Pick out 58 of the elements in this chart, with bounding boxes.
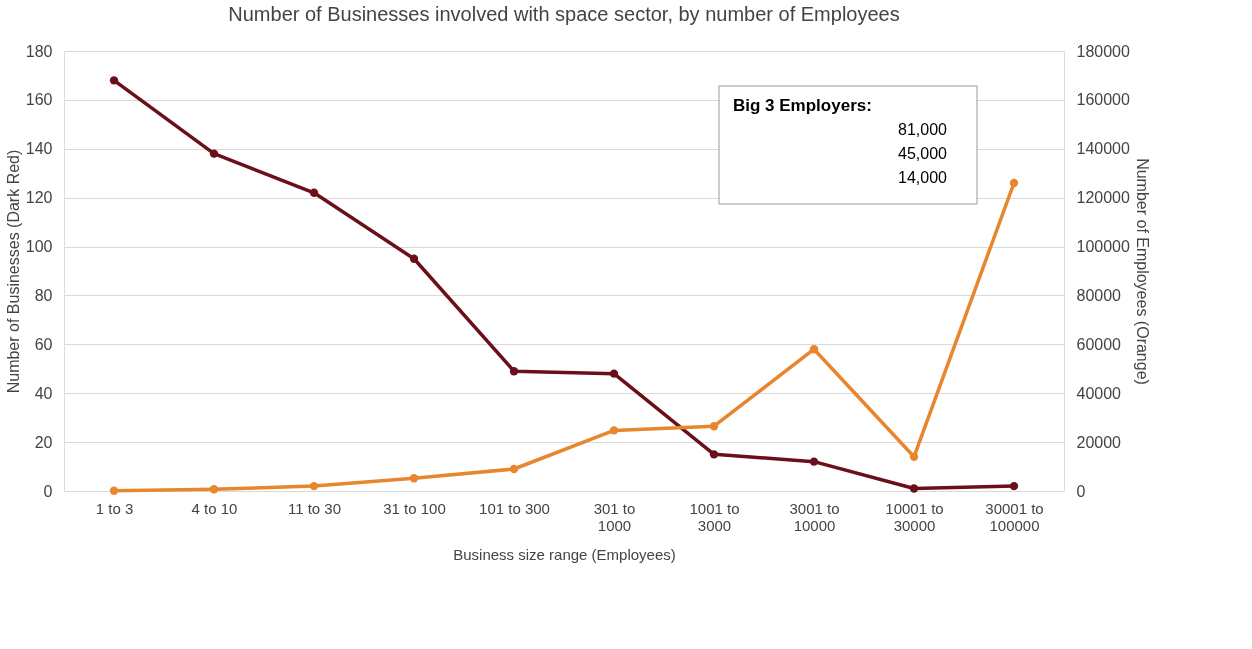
- y-tick-label: 100: [25, 238, 53, 256]
- point: [209, 485, 219, 494]
- chart-title: Number of Businesses involved with space sector, by number of Employees: [228, 3, 900, 25]
- x-tick-label: 1001 to 3000: [689, 499, 740, 534]
- annotation: Big 3 Employers:: [733, 96, 872, 115]
- point: [509, 367, 519, 376]
- annotation: 14,000: [898, 169, 948, 186]
- y-tick-label: 160: [25, 91, 53, 109]
- y2-tick-label: 40000: [1076, 384, 1122, 402]
- x-tick-label: 11 to 30: [287, 499, 342, 517]
- point: [209, 149, 219, 158]
- point: [109, 486, 119, 495]
- y-axis-title: Number of Businesses (Dark Red): [4, 149, 22, 394]
- point: [709, 422, 719, 431]
- annotation: 45,000: [898, 145, 948, 162]
- x-tick-label: 31 to 100: [383, 499, 446, 517]
- x-tick-label: 3001 to 10000: [789, 499, 840, 534]
- y2-tick-label: 20000: [1076, 433, 1122, 451]
- y-tick-label: 20: [34, 433, 53, 451]
- y2-tick-label: 0: [1076, 482, 1086, 500]
- x-tick-label: 301 to 1000: [593, 499, 636, 534]
- point: [309, 188, 319, 197]
- y2-tick-label: 60000: [1076, 335, 1122, 353]
- point: [409, 254, 419, 263]
- y2-tick-label: 180000: [1076, 42, 1130, 60]
- x-tick-label: 1 to 3: [95, 499, 134, 517]
- point: [709, 450, 719, 459]
- y2-tick-label: 100000: [1076, 238, 1130, 256]
- point: [509, 464, 519, 474]
- point: [909, 452, 919, 461]
- point: [809, 457, 819, 466]
- x-tick-label: 101 to 300: [479, 499, 550, 517]
- x-axis-title: Business size range (Employees): [453, 545, 676, 563]
- point: [809, 345, 819, 354]
- y-tick-label: 80: [34, 286, 53, 304]
- x-tick-label: 30001 to 100000: [985, 499, 1044, 534]
- y-tick-label: 180: [25, 42, 53, 60]
- point: [109, 76, 119, 85]
- x-tick-label: 4 to 10: [191, 499, 238, 517]
- point: [909, 484, 919, 493]
- y2-tick-label: 80000: [1076, 286, 1122, 304]
- point: [1009, 178, 1019, 188]
- x-tick-label: 10001 to 30000: [885, 499, 944, 534]
- point: [409, 474, 419, 483]
- point: [609, 426, 619, 435]
- y-tick-label: 60: [34, 335, 53, 353]
- point: [309, 481, 319, 491]
- y-tick-label: 140: [25, 140, 53, 158]
- y2-tick-label: 160000: [1076, 91, 1130, 109]
- y-tick-label: 40: [34, 384, 53, 402]
- y2-tick-label: 140000: [1076, 140, 1130, 158]
- y2-axis-title: Number of Employees (Orange): [1133, 158, 1151, 385]
- y2-tick-label: 120000: [1076, 189, 1130, 207]
- point: [609, 369, 619, 378]
- y-tick-label: 120: [25, 189, 53, 207]
- point: [1009, 481, 1019, 491]
- y-tick-label: 0: [43, 482, 53, 500]
- annotation: 81,000: [898, 121, 948, 138]
